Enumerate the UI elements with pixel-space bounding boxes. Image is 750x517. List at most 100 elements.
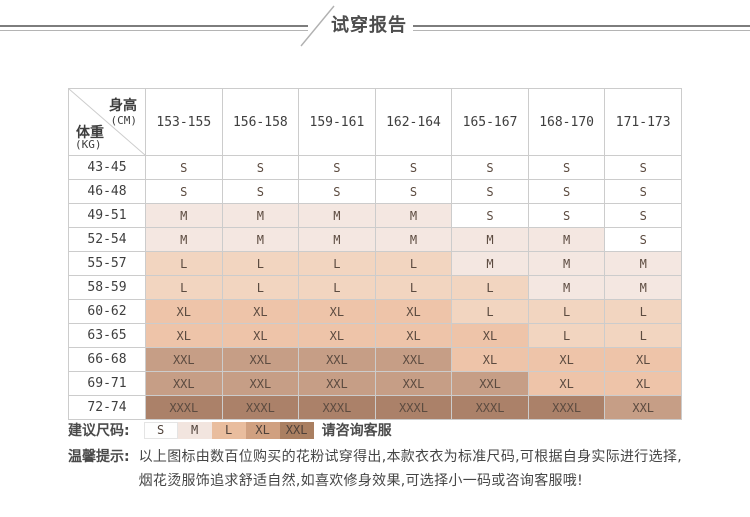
- weight-row-header: 69-71: [68, 371, 146, 396]
- size-cell: XL: [145, 323, 223, 348]
- legend-swatch-s: S: [143, 421, 178, 439]
- weight-row-header: 52-54: [68, 227, 146, 252]
- weight-row-header: 66-68: [68, 347, 146, 372]
- size-cell: M: [374, 203, 453, 228]
- height-column-header: 171-173: [604, 88, 682, 156]
- size-cell: M: [374, 227, 453, 252]
- size-cell: M: [298, 227, 376, 252]
- size-cell: M: [527, 251, 606, 276]
- size-cell: M: [221, 203, 300, 228]
- size-cell: XL: [374, 299, 453, 324]
- table-row: 55-57 L L L L M M M: [68, 251, 682, 276]
- table-header-row: 身高 (CM) 体重 (KG) 153-155 156-158 159-161 162…: [68, 88, 682, 156]
- size-cell: XXL: [145, 371, 223, 396]
- table-row: 63-65 XL XL XL XL XL L L: [68, 323, 682, 348]
- size-cell: L: [145, 275, 223, 300]
- size-cell: M: [527, 275, 606, 300]
- size-cell: XL: [527, 371, 606, 396]
- size-cell: M: [451, 251, 529, 276]
- height-column-header: 165-167: [451, 88, 529, 156]
- size-cell: XXXL: [298, 395, 376, 420]
- size-cell: XL: [221, 299, 300, 324]
- corner-height-unit: (CM): [110, 114, 138, 127]
- weight-row-header: 63-65: [68, 323, 146, 348]
- corner-cell: 身高 (CM) 体重 (KG): [68, 88, 146, 156]
- table-row: 58-59 L L L L L M M: [68, 275, 682, 300]
- size-cell: M: [604, 251, 682, 276]
- tips-label: 温馨提示:: [68, 449, 130, 465]
- weight-row-header: 72-74: [68, 395, 146, 420]
- size-cell: XXL: [145, 347, 223, 372]
- size-cell: XXL: [298, 371, 376, 396]
- legend-label: 建议尺码:: [68, 423, 130, 439]
- tips-line-2: 烟花烫服饰追求舒适自然,如喜欢修身效果,可选择小一码或咨询客服哦!: [138, 473, 584, 489]
- legend-swatch-xl: XL: [245, 421, 280, 439]
- legend-suffix: 请咨询客服: [321, 423, 392, 439]
- size-cell: XL: [604, 371, 682, 396]
- size-cell: S: [298, 155, 376, 180]
- weight-row-header: 60-62: [68, 299, 146, 324]
- table-row: 60-62 XL XL XL XL L L L: [68, 299, 682, 324]
- size-cell: XL: [298, 323, 376, 348]
- size-cell: M: [527, 227, 606, 252]
- size-cell: XXXL: [451, 395, 529, 420]
- size-cell: L: [527, 323, 606, 348]
- size-table-body: 43-45 S S S S S S S 46-48 S S S S S S S 49-51 M M M M S S S 52-5…: [68, 155, 682, 420]
- size-legend: 建议尺码: S M L XL XXL 请咨询客服: [68, 421, 392, 439]
- size-cell: M: [451, 227, 529, 252]
- weight-row-header: 46-48: [68, 179, 146, 204]
- table-row: 66-68 XXL XXL XXL XXL XL XL XL: [68, 347, 682, 372]
- legend-swatch-l: L: [211, 421, 246, 439]
- size-cell: XL: [451, 323, 529, 348]
- tips-section: 温馨提示: 以上图标由数百位购买的花粉试穿得出,本款衣衣为标准尺码,可根据自身实…: [68, 445, 682, 493]
- weight-row-header: 43-45: [68, 155, 146, 180]
- size-cell: L: [298, 275, 376, 300]
- diagonal-divider: [69, 89, 145, 155]
- legend-swatch-m: M: [177, 421, 212, 439]
- size-cell: XXL: [374, 347, 453, 372]
- size-cell: L: [527, 299, 606, 324]
- size-cell: L: [374, 275, 453, 300]
- size-cell: M: [145, 227, 223, 252]
- size-cell: XXXL: [527, 395, 606, 420]
- height-column-header: 156-158: [221, 88, 300, 156]
- size-cell: S: [604, 179, 682, 204]
- size-cell: S: [451, 203, 529, 228]
- size-cell: XXXL: [374, 395, 453, 420]
- size-cell: XL: [374, 323, 453, 348]
- table-row: 49-51 M M M M S S S: [68, 203, 682, 228]
- size-cell: XL: [298, 299, 376, 324]
- size-cell: L: [221, 251, 300, 276]
- decor-line-left-light: [0, 30, 308, 31]
- size-cell: XL: [221, 323, 300, 348]
- legend-swatch-xxl: XXL: [279, 421, 314, 439]
- size-cell: S: [374, 179, 453, 204]
- size-cell: S: [298, 179, 376, 204]
- size-cell: XXL: [298, 347, 376, 372]
- size-cell: S: [221, 155, 300, 180]
- size-cell: M: [145, 203, 223, 228]
- height-column-header: 162-164: [374, 88, 453, 156]
- size-chart-table: 身高 (CM) 体重 (KG) 153-155 156-158 159-161 162…: [68, 88, 682, 420]
- size-cell: M: [221, 227, 300, 252]
- size-cell: S: [374, 155, 453, 180]
- size-cell: S: [604, 203, 682, 228]
- table-row: 46-48 S S S S S S S: [68, 179, 682, 204]
- slash-decoration-icon: [300, 5, 335, 47]
- size-cell: L: [604, 299, 682, 324]
- size-cell: L: [298, 251, 376, 276]
- decor-line-left-dark: [0, 25, 308, 27]
- size-cell: M: [604, 275, 682, 300]
- size-cell: M: [298, 203, 376, 228]
- size-cell: S: [527, 179, 606, 204]
- size-cell: XL: [145, 299, 223, 324]
- size-cell: L: [604, 323, 682, 348]
- decor-line-right-dark: [413, 25, 750, 27]
- size-cell: L: [221, 275, 300, 300]
- corner-weight-label: 体重: [76, 125, 104, 141]
- table-row: 69-71 XXL XXL XXL XXL XXL XL XL: [68, 371, 682, 396]
- size-cell: L: [451, 275, 529, 300]
- size-cell: S: [527, 203, 606, 228]
- size-cell: S: [451, 179, 529, 204]
